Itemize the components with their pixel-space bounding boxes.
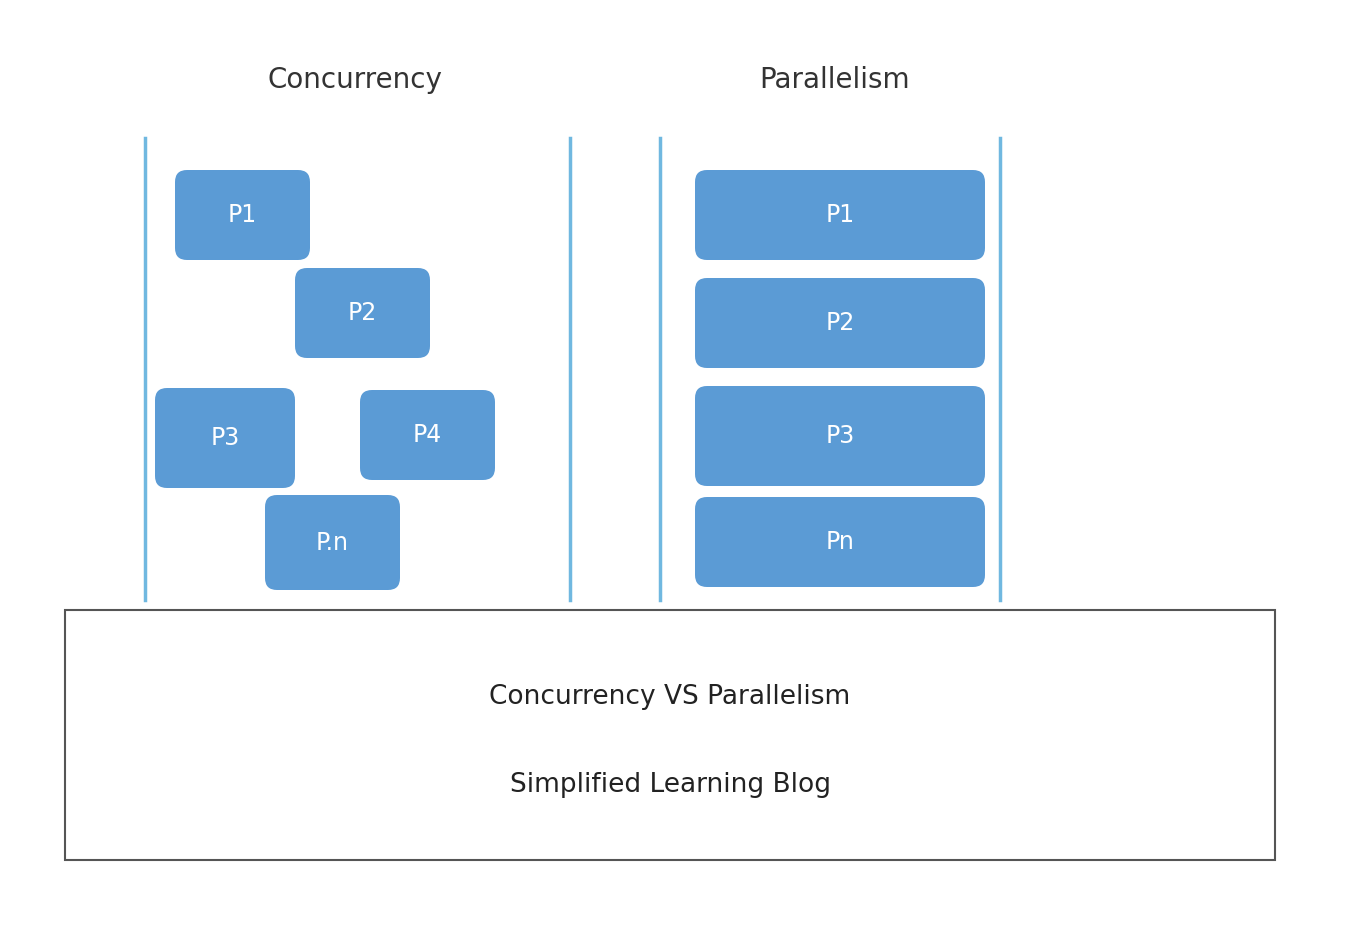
Text: P3: P3 [825, 424, 855, 448]
Text: P3: P3 [210, 426, 240, 450]
FancyBboxPatch shape [175, 170, 310, 260]
Bar [65, 610, 1275, 860]
Text: P4: P4 [412, 423, 442, 447]
Text: P2: P2 [825, 311, 855, 335]
FancyBboxPatch shape [266, 495, 400, 590]
FancyBboxPatch shape [696, 386, 985, 486]
Text: Parallelism: Parallelism [760, 66, 910, 94]
FancyBboxPatch shape [696, 278, 985, 368]
Text: Pn: Pn [825, 530, 855, 554]
Text: P1: P1 [825, 203, 855, 227]
Text: Concurrency: Concurrency [267, 66, 442, 94]
FancyBboxPatch shape [155, 388, 295, 488]
Text: P1: P1 [228, 203, 257, 227]
FancyBboxPatch shape [295, 268, 430, 358]
FancyBboxPatch shape [696, 497, 985, 587]
Text: Concurrency VS Parallelism: Concurrency VS Parallelism [489, 685, 851, 711]
Text: P.n: P.n [315, 531, 349, 555]
Text: Simplified Learning Blog: Simplified Learning Blog [510, 772, 830, 798]
FancyBboxPatch shape [696, 170, 985, 260]
FancyBboxPatch shape [360, 390, 495, 480]
Text: P2: P2 [348, 301, 377, 325]
